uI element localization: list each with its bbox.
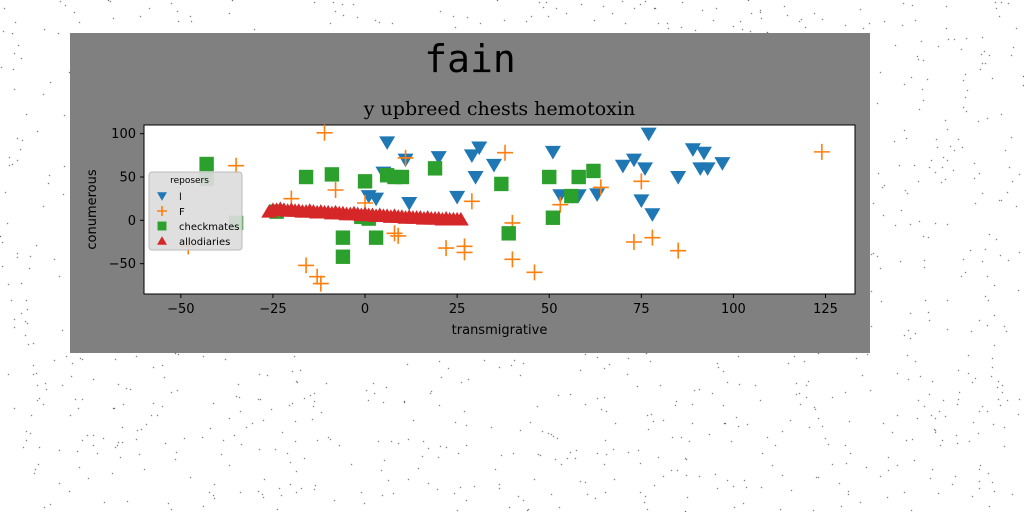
data-point-f	[463, 193, 480, 210]
legend-title: reposers	[170, 176, 209, 186]
data-point-l	[485, 158, 502, 173]
data-point-checkmates	[298, 169, 314, 185]
y-tick-label: 0	[128, 214, 136, 229]
legend-marker-l	[157, 192, 167, 201]
scatter-chart: y upbreed chests hemotoxin −50 −25 0 25 50 75…	[85, 98, 856, 338]
figure-panel: fain y upbreed chests hemotoxin −50 −25 0 2…	[70, 33, 870, 353]
data-point-f	[592, 179, 609, 196]
data-point-l	[449, 190, 466, 205]
data-point-checkmates	[564, 188, 579, 204]
y-axis-label: conumerous	[85, 169, 100, 249]
data-point-l	[401, 197, 418, 211]
data-point-f	[397, 149, 414, 166]
data-point-checkmates	[427, 161, 443, 176]
figure-suptitle: fain	[424, 37, 516, 81]
data-point-checkmates	[199, 156, 214, 172]
chart-title: y upbreed chests hemotoxin	[363, 98, 635, 120]
data-point-checkmates	[335, 249, 351, 264]
data-point-l	[430, 151, 447, 165]
data-point-l	[670, 171, 687, 185]
data-point-checkmates	[368, 230, 384, 245]
data-point-checkmates	[586, 163, 601, 179]
data-point-f	[438, 240, 455, 257]
data-point-l	[644, 208, 661, 222]
x-tick-label: −25	[259, 302, 286, 317]
data-point-f	[625, 234, 642, 250]
data-point-l	[625, 153, 642, 168]
data-point-checkmates	[545, 210, 561, 225]
series-l-group	[360, 127, 731, 222]
legend-marker-f	[157, 206, 167, 216]
data-point-l	[684, 143, 701, 157]
legend-box	[148, 171, 243, 251]
data-point-f	[309, 268, 326, 285]
data-point-l	[471, 141, 488, 156]
data-point-checkmates	[571, 169, 586, 185]
legend-marker-allodiaries	[157, 236, 167, 245]
data-point-l	[379, 136, 396, 150]
data-point-l	[463, 149, 480, 163]
plot-area	[143, 124, 856, 295]
x-tick-label: 50	[541, 302, 558, 317]
data-point-f	[312, 275, 329, 292]
data-point-f	[386, 225, 403, 242]
x-axis-label: transmigrative	[452, 323, 548, 338]
data-point-l	[633, 194, 650, 208]
data-point-f	[316, 124, 333, 141]
series-allodiaries-group	[261, 201, 469, 226]
data-point-l	[467, 171, 484, 185]
data-point-f	[633, 173, 650, 190]
data-point-f	[504, 251, 521, 268]
data-point-checkmates	[542, 169, 557, 185]
data-point-l	[695, 146, 712, 161]
data-point-l	[368, 192, 385, 207]
data-point-f	[456, 244, 473, 261]
data-point-checkmates	[335, 230, 351, 245]
data-point-f	[644, 229, 661, 246]
y-tick-label: −50	[109, 257, 136, 272]
data-point-f	[552, 196, 569, 213]
data-point-checkmates	[357, 174, 373, 189]
data-point-l	[714, 157, 731, 171]
x-tick-label: 25	[449, 302, 466, 317]
data-point-f	[670, 242, 687, 259]
data-point-checkmates	[494, 176, 509, 192]
x-axis: −50 −25 0 25 50 75 100 125	[167, 294, 838, 317]
x-tick-label: 125	[813, 302, 838, 317]
data-point-f	[390, 227, 407, 244]
data-point-l	[614, 159, 631, 174]
data-point-l	[637, 162, 654, 176]
data-point-f	[327, 182, 344, 198]
legend-label-l: l	[179, 192, 182, 203]
legend-label-f: F	[179, 207, 185, 218]
y-axis: −50 0 50 100	[109, 127, 144, 272]
data-point-f	[298, 257, 315, 274]
data-point-checkmates	[324, 167, 340, 182]
data-point-f	[813, 143, 830, 160]
data-point-l	[544, 145, 561, 160]
legend-marker-checkmates	[157, 221, 167, 231]
data-point-checkmates	[387, 169, 402, 185]
legend-label-allodiaries: allodiaries	[179, 237, 230, 248]
x-tick-label: 100	[721, 302, 746, 317]
series-f-group	[180, 124, 830, 292]
x-tick-label: 0	[361, 302, 369, 317]
data-point-l	[699, 162, 716, 176]
data-point-f	[497, 144, 514, 161]
data-point-checkmates	[501, 226, 516, 241]
x-tick-label: −50	[167, 302, 194, 317]
data-point-f	[228, 157, 245, 174]
data-marks	[180, 124, 830, 292]
data-point-allodiaries	[452, 211, 469, 226]
data-point-f	[526, 264, 543, 281]
legend-label-checkmates: checkmates	[179, 222, 239, 233]
y-tick-label: 100	[111, 127, 136, 142]
y-tick-label: 50	[119, 171, 136, 186]
x-tick-label: 75	[633, 302, 650, 317]
data-point-l	[640, 127, 657, 142]
